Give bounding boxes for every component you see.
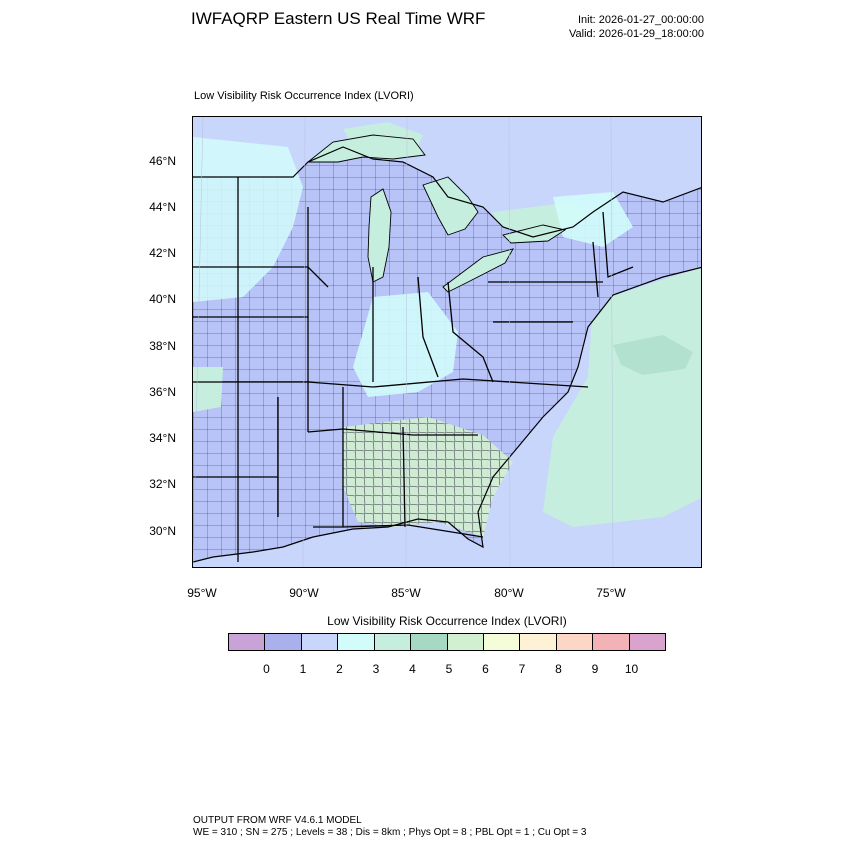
colorbar-cell-7 — [483, 634, 521, 650]
map-graphic — [193, 117, 701, 567]
colorbar-cell-8 — [520, 634, 557, 650]
map-panel — [192, 116, 702, 568]
lon-label-85: 85°W — [391, 586, 421, 600]
valid-time: Valid: 2026-01-29_18:00:00 — [569, 28, 704, 40]
init-time: Init: 2026-01-27_00:00:00 — [578, 14, 704, 26]
colorbar-tick-label: 2 — [336, 662, 343, 676]
model-info-line-1: OUTPUT FROM WRF V4.6.1 MODEL — [193, 815, 362, 826]
colorbar-cell-9 — [556, 634, 594, 650]
model-info-line-2: WE = 310 ; SN = 275 ; Levels = 38 ; Dis … — [193, 827, 587, 838]
colorbar-tick-label: 5 — [445, 662, 453, 676]
colorbar-tick-label: 3 — [372, 662, 380, 676]
plot-title: IWFAQRP Eastern US Real Time WRF — [191, 9, 486, 28]
coastline — [193, 266, 701, 563]
lat-label-46: 46°N — [149, 154, 176, 168]
colorbar — [228, 633, 666, 651]
colorbar-cell-11 — [629, 634, 666, 650]
ocean-level4-area — [543, 267, 701, 527]
lon-label-75: 75°W — [596, 586, 626, 600]
colorbar-cell-3 — [338, 634, 375, 650]
model-info: OUTPUT FROM WRF V4.6.1 MODEL WE = 310 ; … — [193, 815, 586, 839]
lake-huron — [422, 176, 479, 236]
lat-label-38: 38°N — [149, 339, 176, 353]
lake-erie — [442, 248, 514, 293]
lat-label-40: 40°N — [149, 292, 176, 306]
colorbar-cell-1 — [265, 634, 302, 650]
colorbar-tick-label: 0 — [263, 662, 270, 676]
colorbar-title: Low Visibility Risk Occurrence Index (LV… — [327, 614, 567, 628]
level3-appalachia — [553, 192, 633, 247]
field-label: Low Visibility Risk Occurrence Index (LV… — [194, 90, 414, 102]
colorbar-tick-label: 1 — [299, 662, 307, 676]
lat-label-36: 36°N — [149, 385, 176, 399]
lat-label-44: 44°N — [149, 200, 176, 214]
level3-plains — [193, 137, 303, 302]
colorbar-tick-label: 6 — [482, 662, 489, 676]
lake-superior — [306, 134, 426, 163]
colorbar-tick-label: 4 — [409, 662, 416, 676]
lon-label-90: 90°W — [289, 586, 319, 600]
lake-michigan — [367, 188, 392, 283]
state-boundaries — [193, 177, 634, 562]
colorbar-tick-label: 8 — [555, 662, 562, 676]
international-border — [193, 146, 701, 238]
lon-label-95: 95°W — [187, 586, 217, 600]
colorbar-cell-4 — [374, 634, 412, 650]
lat-label-30: 30°N — [149, 524, 176, 538]
colorbar-tick-label: 7 — [518, 662, 526, 676]
colorbar-cell-2 — [301, 634, 339, 650]
lat-label-42: 42°N — [149, 246, 176, 260]
level3-ohio-valley — [353, 292, 458, 397]
ocean-level5-patch — [613, 335, 693, 375]
colorbar-cell-0 — [229, 634, 266, 650]
colorbar-cell-10 — [593, 634, 630, 650]
colorbar-cell-5 — [411, 634, 448, 650]
lat-label-34: 34°N — [149, 431, 176, 445]
lat-label-32: 32°N — [149, 477, 176, 491]
colorbar-tick-label: 10 — [624, 662, 639, 676]
lake-ontario — [502, 224, 567, 244]
graticule — [193, 117, 614, 567]
level4-ozarks — [193, 367, 223, 412]
time-stamp: Init: 2026-01-27_00:00:00 Valid: 2026-01… — [569, 13, 704, 41]
county-grid-overlay — [343, 417, 513, 537]
colorbar-tick-label: 9 — [591, 662, 599, 676]
lon-label-80: 80°W — [494, 586, 524, 600]
colorbar-cell-6 — [447, 634, 484, 650]
